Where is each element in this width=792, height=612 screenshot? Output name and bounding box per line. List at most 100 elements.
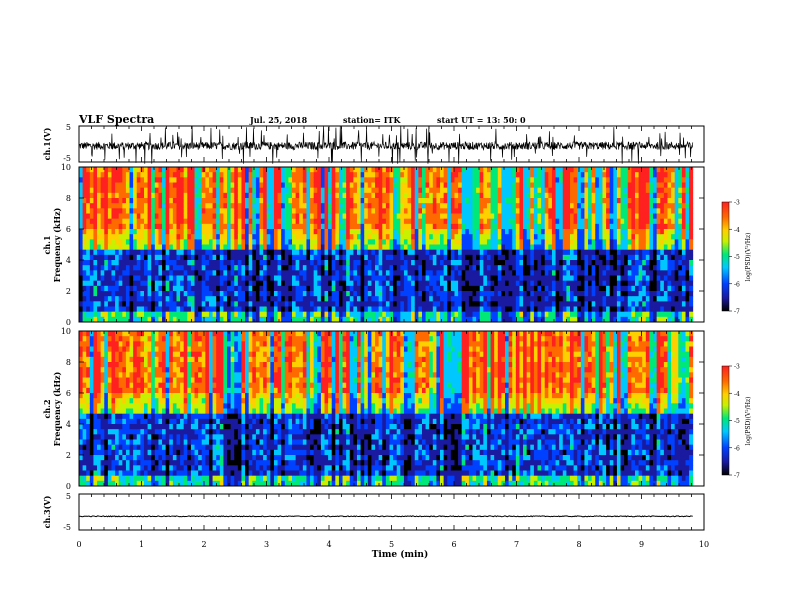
ch1-spectrogram-cell bbox=[497, 254, 502, 261]
ch1-spectrogram-cell bbox=[219, 223, 224, 230]
ch1-spectrogram-cell bbox=[208, 187, 213, 194]
ch1-spectrogram-cell bbox=[562, 239, 567, 245]
ch1-spectrogram-cell bbox=[429, 239, 434, 245]
ch1-spectrogram-cell bbox=[133, 301, 138, 307]
ch1-spectrogram-cell bbox=[533, 187, 538, 194]
ch1-spectrogram-cell bbox=[656, 223, 661, 230]
ch1-spectrogram-cell bbox=[317, 239, 322, 245]
ch1-spectrogram-cell bbox=[602, 249, 607, 256]
ch1-spectrogram-cell bbox=[548, 296, 553, 302]
ch1-spectrogram-cell bbox=[284, 208, 289, 214]
ch1-spectrogram-cell bbox=[653, 172, 658, 178]
ch1-spectrogram-cell bbox=[400, 223, 405, 230]
ch1-spectrogram-cell bbox=[642, 306, 647, 313]
ch1-spectrogram-cell bbox=[577, 192, 582, 199]
ch1-spectrogram-cell bbox=[533, 291, 538, 297]
ch1-spectrogram-cell bbox=[295, 301, 300, 307]
ch1-spectrogram-cell bbox=[190, 182, 195, 189]
ch1-spectrogram-cell bbox=[190, 177, 195, 183]
ch1-spectrogram-cell bbox=[349, 192, 354, 199]
ch1-spectrogram-cell bbox=[508, 182, 513, 189]
ch1-spectrogram-cell bbox=[421, 182, 426, 189]
ch1-spectrogram-cell bbox=[627, 167, 632, 173]
ch1-spectrogram-cell bbox=[624, 198, 629, 204]
ch1-spectrogram-cell bbox=[190, 311, 195, 318]
ch1-spectrogram-cell bbox=[537, 285, 542, 292]
ch1-spectrogram-cell bbox=[165, 249, 170, 256]
ch1-spectrogram-cell bbox=[208, 223, 213, 230]
ch1-spectrogram-cell bbox=[205, 167, 210, 173]
ch1-spectrogram-cell bbox=[645, 311, 650, 318]
ch1-spectrogram-cell bbox=[158, 260, 163, 266]
ch1-spectrogram-cell bbox=[429, 265, 434, 271]
ch1-spectrogram-cell bbox=[89, 275, 94, 282]
ch1-spectrogram-cell bbox=[89, 249, 94, 256]
ch1-spectrogram-cell bbox=[223, 291, 228, 297]
ch1-spectrogram-cell bbox=[548, 234, 553, 240]
ch1-spectrogram-cell bbox=[234, 239, 239, 245]
ch1-spectrogram-cell bbox=[241, 218, 246, 225]
ch1-spectrogram-cell bbox=[595, 260, 600, 266]
ch1-spectrogram-cell bbox=[483, 316, 488, 323]
ch1-spectrogram-cell bbox=[660, 275, 665, 282]
ch1-spectrogram-cell bbox=[281, 285, 286, 292]
ch1-spectrogram-cell bbox=[356, 187, 361, 194]
ch1-spectrogram-cell bbox=[443, 265, 448, 271]
ch1-spectrogram-cell bbox=[613, 265, 618, 271]
ch1-spectrogram-cell bbox=[317, 311, 322, 318]
ch1-spectrogram-cell bbox=[606, 265, 611, 271]
ch1-spectrogram-cell bbox=[570, 177, 575, 183]
ch1-spectrogram-cell bbox=[562, 311, 567, 318]
ch1-spectrogram-cell bbox=[227, 177, 232, 183]
ch1-spectrogram-cell bbox=[216, 192, 221, 199]
ch1-spectrogram-cell bbox=[559, 172, 564, 178]
ch1-spectrogram-cell bbox=[533, 167, 538, 173]
ch1-spectrogram-cell bbox=[508, 172, 513, 178]
ch1-spectrogram-cell bbox=[248, 187, 253, 194]
ch1-spectrogram-cell bbox=[454, 239, 459, 245]
ch1-spectrogram-cell bbox=[642, 239, 647, 245]
ch1-spectrogram-cell bbox=[230, 172, 235, 178]
ch1-spectrogram-cell bbox=[385, 213, 390, 220]
ch1-spectrogram-cell bbox=[270, 187, 275, 194]
ch1-spectrogram-cell bbox=[115, 244, 120, 251]
ch1-spectrogram-cell bbox=[566, 254, 571, 261]
ch1-spectrogram-cell bbox=[198, 244, 203, 251]
ch1-spectrogram-cell bbox=[252, 280, 257, 287]
ch1-spectrogram-cell bbox=[292, 229, 297, 235]
ch1-spectrogram-cell bbox=[653, 280, 658, 287]
ch1-spectrogram-cell bbox=[371, 244, 376, 251]
ch1-spectrogram-cell bbox=[129, 177, 134, 183]
ch1-spectrogram-cell bbox=[523, 265, 528, 271]
ch1-spectrogram-cell bbox=[82, 265, 87, 271]
ch1-spectrogram-cell bbox=[367, 296, 372, 302]
ch1-spectrogram-cell bbox=[512, 229, 517, 235]
ch1-spectrogram-cell bbox=[281, 192, 286, 199]
ch1-spectrogram-cell bbox=[230, 280, 235, 287]
ch1-spectrogram-cell bbox=[107, 192, 112, 199]
ch1-spectrogram-cell bbox=[147, 198, 152, 204]
ch1-spectrogram-cell bbox=[526, 249, 531, 256]
ch1-spectrogram-cell bbox=[656, 172, 661, 178]
ch1-spectrogram-cell bbox=[476, 218, 481, 225]
ch1-spectrogram-cell bbox=[165, 275, 170, 282]
ch1-spectrogram-cell bbox=[118, 249, 123, 256]
ch1-spectrogram-cell bbox=[125, 249, 130, 256]
ch1-spectrogram-cell bbox=[486, 316, 491, 323]
ch1-spectrogram-cell bbox=[461, 311, 466, 318]
ch1-spectrogram-cell bbox=[342, 301, 347, 307]
ch1-spectrogram-cell bbox=[627, 260, 632, 266]
ch1-spectrogram-cell bbox=[143, 249, 148, 256]
ch1-spectrogram-cell bbox=[317, 208, 322, 214]
ch1-spectrogram-cell bbox=[584, 234, 589, 240]
ch1-spectrogram-cell bbox=[288, 177, 293, 183]
ch1-spectrogram-cell bbox=[194, 296, 199, 302]
ch1-spectrogram-cell bbox=[313, 254, 318, 261]
ch1-spectrogram-cell bbox=[165, 239, 170, 245]
ch1-spectrogram-cell bbox=[465, 167, 470, 173]
ch1-spectrogram-cell bbox=[295, 192, 300, 199]
ch1-spectrogram-cell bbox=[194, 280, 199, 287]
ch1-spectrogram-cell bbox=[183, 306, 188, 313]
ch1-spectrogram-cell bbox=[79, 187, 84, 194]
ch1-spectrogram-cell bbox=[255, 198, 260, 204]
